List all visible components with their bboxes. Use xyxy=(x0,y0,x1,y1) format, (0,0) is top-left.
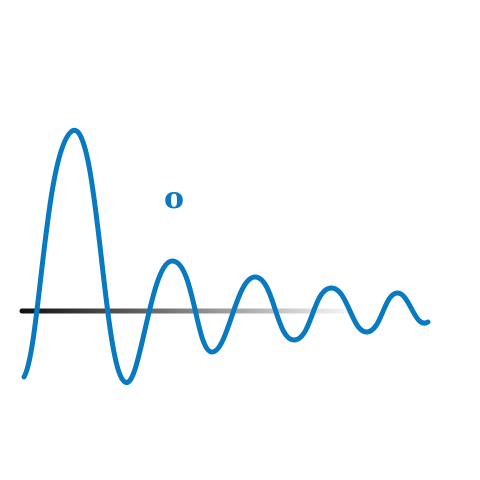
logo-letter: o xyxy=(164,181,184,216)
wave-line xyxy=(21,128,431,385)
